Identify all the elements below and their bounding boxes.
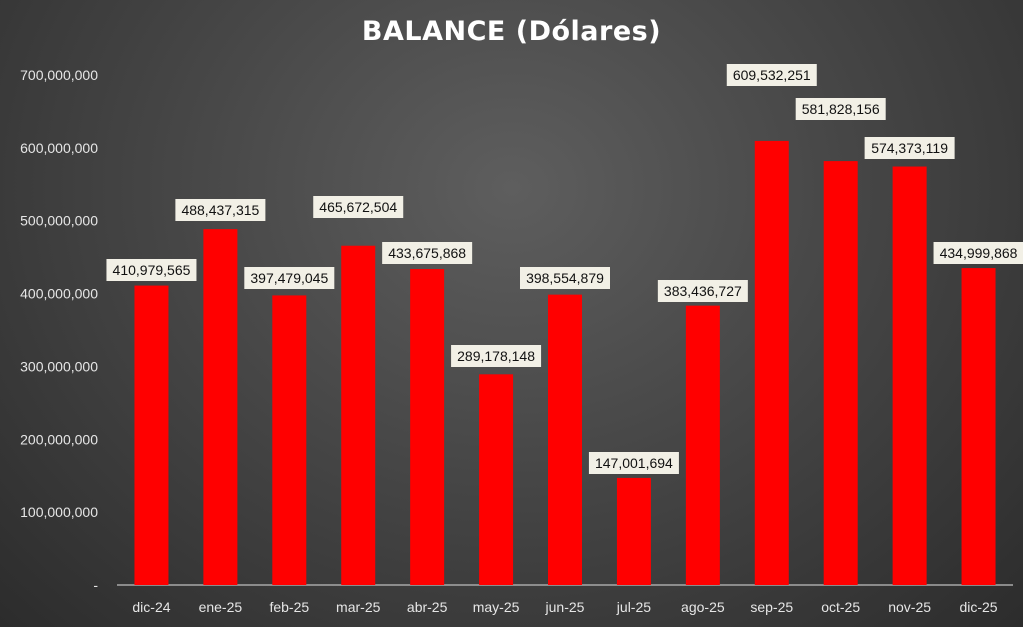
data-label-box (933, 242, 1023, 264)
data-label: 289,178,148 (457, 348, 535, 364)
data-label: 398,554,879 (526, 270, 604, 286)
bar (754, 140, 789, 585)
x-tick-label: mar-25 (336, 599, 381, 615)
x-tick-label: ene-25 (199, 599, 243, 615)
data-label: 397,479,045 (250, 270, 328, 286)
data-label-box (106, 259, 197, 281)
bar (203, 229, 238, 585)
y-tick-label: 200,000,000 (20, 431, 98, 447)
data-label: 434,999,868 (940, 245, 1018, 261)
chart-title: BALANCE (Dólares) (361, 16, 662, 47)
x-tick-label: jun-25 (545, 599, 585, 615)
y-tick-label: 400,000,000 (20, 286, 98, 302)
x-tick-label: dic-25 (959, 599, 997, 615)
data-label: 574,373,119 (871, 140, 948, 156)
bar (479, 374, 514, 585)
x-tick-label: dic-24 (132, 599, 170, 615)
data-label-box (588, 452, 679, 474)
data-label: 581,828,156 (802, 101, 880, 117)
x-tick-label: nov-25 (888, 599, 931, 615)
data-label: 609,532,251 (733, 67, 811, 83)
data-label: 433,675,868 (388, 245, 466, 261)
data-label-box (382, 242, 473, 264)
data-label: 383,436,727 (664, 283, 742, 299)
data-label-box (864, 137, 955, 159)
data-label-box (726, 64, 817, 86)
data-label: 465,672,504 (319, 199, 397, 215)
data-label: 410,979,565 (113, 262, 191, 278)
bar (410, 269, 445, 585)
data-label-box (657, 280, 748, 302)
bar (823, 161, 858, 586)
y-tick-label: 100,000,000 (20, 504, 98, 520)
bar (134, 285, 169, 585)
data-label-box (795, 98, 886, 120)
data-label-box (451, 345, 542, 367)
data-label-box (520, 267, 610, 289)
data-label-box (244, 267, 335, 289)
data-label: 147,001,694 (595, 455, 673, 471)
data-label-box (175, 199, 266, 221)
bar (961, 268, 996, 585)
x-tick-label: sep-25 (750, 599, 793, 615)
data-label-box (313, 196, 404, 218)
y-tick-label: 700,000,000 (20, 67, 98, 83)
bar (616, 477, 651, 585)
y-tick-label: 600,000,000 (20, 140, 98, 156)
y-tick-label: 500,000,000 (20, 213, 98, 229)
bar (548, 294, 582, 585)
y-tick-label: 300,000,000 (20, 358, 98, 374)
bar (272, 295, 307, 585)
data-label: 488,437,315 (181, 202, 259, 218)
bar (341, 245, 376, 586)
x-tick-label: may-25 (473, 599, 520, 615)
x-tick-label: abr-25 (407, 599, 448, 615)
x-tick-label: jul-25 (616, 599, 651, 615)
bar (892, 166, 927, 586)
y-tick-label: - (93, 577, 98, 593)
bar (685, 305, 720, 585)
x-tick-label: ago-25 (681, 599, 725, 615)
x-tick-label: feb-25 (269, 599, 309, 615)
x-tick-label: oct-25 (821, 599, 860, 615)
